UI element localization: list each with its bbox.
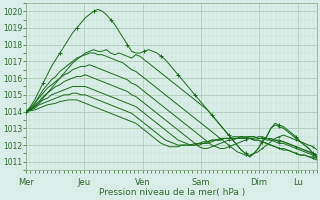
X-axis label: Pression niveau de la mer( hPa ): Pression niveau de la mer( hPa )	[99, 188, 245, 197]
